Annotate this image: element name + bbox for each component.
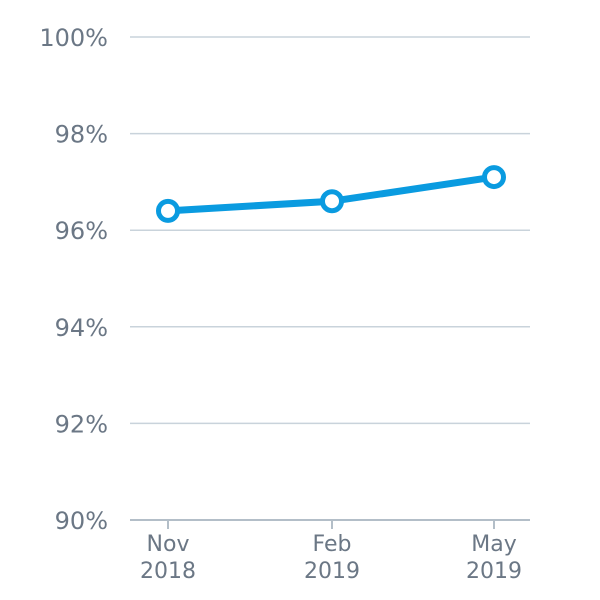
y-tick-label: 90%: [55, 507, 108, 535]
data-point[interactable]: [482, 165, 506, 190]
x-tick-label-month: Feb: [313, 532, 352, 557]
y-tick-label: 96%: [55, 217, 108, 245]
x-tick-label-year: 2019: [466, 559, 522, 584]
y-axis-tick-labels: 100% 98% 96% 94% 92% 90%: [39, 24, 108, 535]
x-tick-label-year: 2019: [304, 559, 360, 584]
y-tick-label: 94%: [55, 314, 108, 342]
data-point[interactable]: [156, 198, 180, 223]
y-tick-label: 98%: [55, 121, 108, 149]
x-tick-label-month: Nov: [147, 532, 190, 557]
y-tick-label: 92%: [55, 410, 108, 438]
data-point[interactable]: [320, 189, 344, 214]
x-tick-label-month: May: [471, 532, 516, 557]
x-tick-label-year: 2018: [140, 559, 196, 584]
series: [156, 165, 506, 223]
y-tick-label: 100%: [39, 24, 108, 52]
gridlines: [130, 36, 530, 425]
